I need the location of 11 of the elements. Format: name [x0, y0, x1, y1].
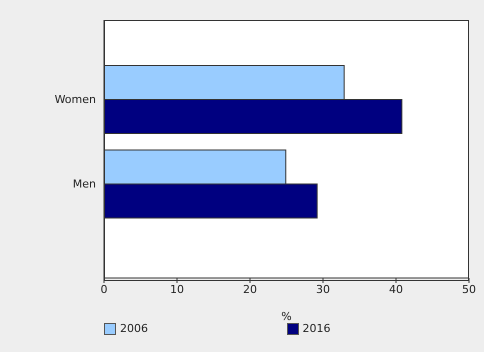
legend-label: 2006: [120, 322, 148, 335]
x-tick-label: 40: [389, 282, 403, 296]
x-tick-label: 0: [100, 282, 108, 296]
y-tick-label: Men: [72, 178, 96, 191]
x-tick-label: 10: [170, 282, 184, 296]
x-tick-label: 30: [316, 282, 330, 296]
legend-label: 2016: [302, 322, 330, 335]
y-tick-label: Women: [54, 93, 96, 106]
x-tick-label: 20: [243, 282, 257, 296]
x-axis-title: %: [281, 310, 292, 323]
x-tick-label: 50: [462, 282, 476, 296]
